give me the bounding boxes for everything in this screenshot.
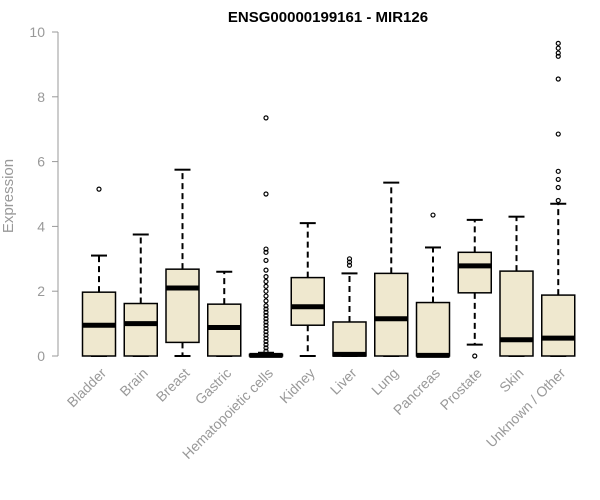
y-tick-label: 8 [37,89,45,105]
x-tick-label: Breast [153,365,193,405]
outlier-point [263,246,269,252]
outlier-point [263,278,269,285]
outlier-point [263,338,269,345]
box-group [457,218,492,359]
x-tick-label: Prostate [437,365,485,413]
box-group [415,212,451,358]
outlier-point [263,335,269,341]
outlier-point [263,319,269,325]
x-tick-label: Skin [496,365,527,396]
y-tick-label: 10 [29,24,45,40]
outlier-point [263,257,269,264]
outlier-point [263,329,269,335]
box-group [290,222,325,357]
outlier-point [263,267,269,273]
box-group [541,40,576,357]
y-tick-label: 2 [37,283,45,299]
iqr-box [499,270,534,357]
outlier-point [346,259,353,265]
box-group [499,215,534,357]
box-group [248,115,284,358]
outlier-point [555,76,561,82]
outlier-point [555,40,561,46]
x-tick-label: Brain [116,365,150,399]
iqr-box [332,321,367,357]
outlier-point [263,325,269,332]
outlier-point [472,353,478,359]
x-tick-label: Lung [368,365,401,398]
outlier-point [346,256,353,262]
box-group [81,186,117,357]
box-group [332,256,367,357]
box-group [123,233,158,357]
outlier-point [263,345,269,351]
iqr-box [123,302,158,357]
outlier-point [263,348,269,354]
outlier-point [555,53,561,59]
outlier-point [555,50,561,56]
outlier-point [346,262,353,268]
iqr-box [207,303,242,357]
iqr-box [457,251,492,294]
outlier-point [263,316,269,322]
x-tick-label: Unknown / Other [483,365,569,451]
outlier-point [555,168,561,174]
outlier-point [263,288,269,294]
outlier-point [263,274,269,280]
x-tick-label: Kidney [276,365,318,407]
box-group [165,168,200,357]
outlier-point [263,115,269,121]
outlier-point [263,283,269,289]
outlier-point [555,184,561,191]
iqr-box [541,294,576,357]
y-tick-label: 0 [37,348,45,364]
outlier-point [263,312,269,319]
outlier-point [263,332,269,338]
y-tick-label: 4 [37,218,45,234]
outlier-point [96,186,102,192]
outlier-point [263,322,269,328]
outlier-point [263,249,269,255]
box-group [374,181,409,357]
iqr-box [374,272,409,357]
y-axis-ticks: 0 2 4 6 8 10 [29,24,58,364]
x-tick-label: Liver [327,365,360,398]
x-tick-label: Bladder [64,365,110,411]
iqr-box [165,268,200,344]
outlier-point [555,176,561,183]
outlier-point [263,306,269,312]
outlier-point [555,197,561,204]
iqr-box [290,276,325,326]
outlier-point [263,298,269,304]
outlier-point [263,309,269,315]
chart-title: ENSG00000199161 - MIR126 [228,9,428,26]
outlier-point [263,191,269,197]
outlier-point [263,303,269,309]
y-tick-label: 6 [37,154,45,170]
boxes-layer [81,40,576,359]
outlier-point [555,45,561,51]
iqr-box [415,301,451,357]
outlier-point [263,342,269,348]
outlier-point [430,212,436,218]
outlier-point [555,131,561,137]
box-group [207,270,242,357]
y-axis-label: Expression [0,159,17,233]
outlier-point [263,293,269,299]
